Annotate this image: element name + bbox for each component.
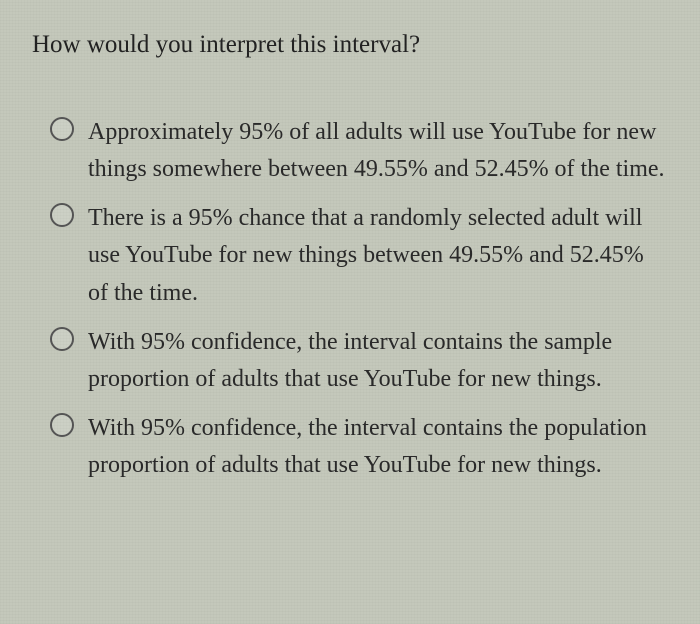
option-row[interactable]: With 95% confidence, the interval contai… — [50, 410, 668, 484]
option-label: Approximately 95% of all adults will use… — [88, 114, 668, 188]
option-row[interactable]: With 95% confidence, the interval contai… — [50, 324, 668, 398]
options-group: Approximately 95% of all adults will use… — [32, 114, 668, 485]
radio-icon[interactable] — [50, 203, 74, 227]
question-text: How would you interpret this interval? — [32, 28, 668, 62]
option-label: With 95% confidence, the interval contai… — [88, 410, 668, 484]
radio-icon[interactable] — [50, 117, 74, 141]
option-row[interactable]: There is a 95% chance that a randomly se… — [50, 200, 668, 312]
option-label: With 95% confidence, the interval contai… — [88, 324, 668, 398]
option-row[interactable]: Approximately 95% of all adults will use… — [50, 114, 668, 188]
radio-icon[interactable] — [50, 413, 74, 437]
radio-icon[interactable] — [50, 327, 74, 351]
option-label: There is a 95% chance that a randomly se… — [88, 200, 668, 312]
